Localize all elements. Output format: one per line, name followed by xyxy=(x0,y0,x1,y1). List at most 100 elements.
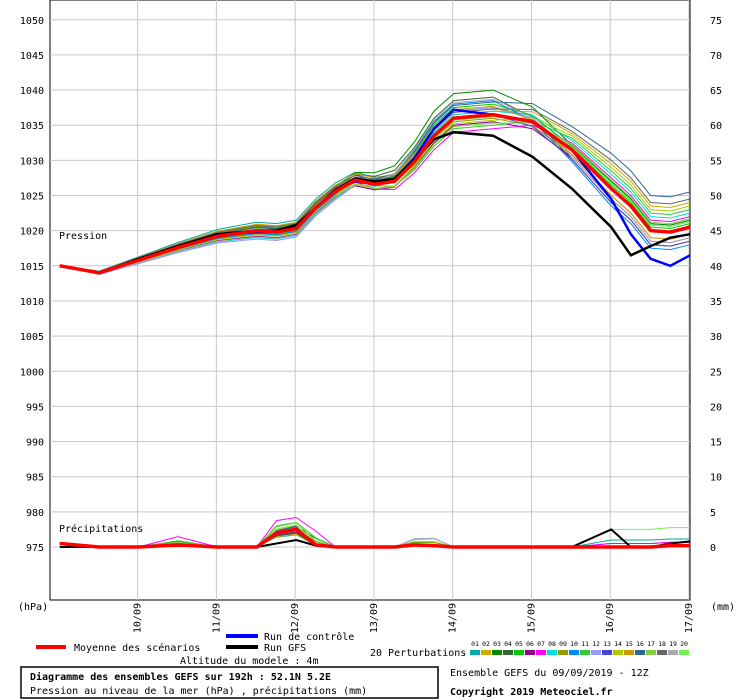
left-tick-label: 1030 xyxy=(20,156,44,167)
footer-run: Ensemble GEFS du 09/09/2019 - 12Z xyxy=(450,668,649,679)
left-axis-unit: (hPa) xyxy=(18,602,48,613)
footer-title: Diagramme des ensembles GEFS sur 192h : … xyxy=(30,671,331,683)
pert-legend-label: 05 xyxy=(515,640,523,648)
right-tick-label: 15 xyxy=(710,438,722,449)
left-tick-label: 1005 xyxy=(20,332,44,343)
footer-box xyxy=(20,666,439,699)
left-tick-label: 1045 xyxy=(20,51,44,62)
right-tick-label: 55 xyxy=(710,156,722,167)
pert-legend-label: 16 xyxy=(636,640,644,648)
right-tick-label: 30 xyxy=(710,332,722,343)
pert-legend-swatch xyxy=(525,650,535,655)
pert-legend-label: 19 xyxy=(669,640,677,648)
x-tick-label: 15/09 xyxy=(526,603,537,633)
left-tick-label: 1015 xyxy=(20,262,44,273)
pert-legend-label: 13 xyxy=(603,640,611,648)
series-lines xyxy=(59,89,691,549)
pressure-annotation: Pression xyxy=(59,231,107,242)
pert-legend-label: 20 xyxy=(680,640,688,648)
pert-legend-swatch xyxy=(558,650,568,655)
pert-legend-swatch xyxy=(492,650,502,655)
pert-legend-label: 08 xyxy=(548,640,556,648)
pert-legend-swatch xyxy=(679,650,689,655)
left-tick-label: 1050 xyxy=(20,16,44,27)
grid xyxy=(49,0,691,601)
pert-legend-swatch xyxy=(624,650,634,655)
right-tick-label: 5 xyxy=(710,508,716,519)
pert-legend-swatch xyxy=(613,650,623,655)
right-tick-label: 10 xyxy=(710,473,722,484)
pert-legend-label: 12 xyxy=(592,640,600,648)
left-tick-label: 995 xyxy=(26,402,44,413)
left-tick-label: 975 xyxy=(26,543,44,554)
pert-legend-label: 18 xyxy=(658,640,666,648)
pert-legend-swatch xyxy=(657,650,667,655)
right-axis-unit: (mm) xyxy=(711,602,735,613)
x-tick-label: 14/09 xyxy=(448,603,459,633)
right-tick-label: 60 xyxy=(710,121,722,132)
left-tick-label: 1020 xyxy=(20,227,44,238)
pert-legend-label: 10 xyxy=(570,640,578,648)
right-tick-label: 50 xyxy=(710,192,722,203)
left-tick-label: 980 xyxy=(26,508,44,519)
x-tick-label: 10/09 xyxy=(133,603,144,633)
left-tick-label: 1035 xyxy=(20,121,44,132)
right-tick-label: 45 xyxy=(710,227,722,238)
pert-legend-swatch xyxy=(536,650,546,655)
pert-legend-swatch xyxy=(481,650,491,655)
left-tick-label: 1000 xyxy=(20,367,44,378)
altitude-label: Altitude du modele : 4m xyxy=(180,656,318,667)
pert-legend-swatch xyxy=(569,650,579,655)
precip-annotation: Précipitations xyxy=(59,523,143,535)
pert-legend-label: 17 xyxy=(647,640,655,648)
x-tick-label: 12/09 xyxy=(290,603,301,633)
perturbation-swatches: 01 02 03 04 05 06 07 08 09 10 11 12 13 14 15 16 17 18 19 20 xyxy=(470,640,689,655)
pert-legend-label: 15 xyxy=(625,640,633,648)
left-tick-label: 990 xyxy=(26,438,44,449)
right-tick-label: 40 xyxy=(710,262,722,273)
pert-legend-swatch xyxy=(591,650,601,655)
mean-precip-line xyxy=(59,527,690,549)
perturbation-18-pressure xyxy=(59,108,691,273)
x-axis-ticks: 10/09 11/09 12/09 13/09 14/09 15/09 16/09 17/09 xyxy=(133,603,695,633)
perturbation-19-pressure xyxy=(59,98,691,275)
right-tick-label: 25 xyxy=(710,367,722,378)
pert-legend-swatch xyxy=(668,650,678,655)
left-axis-ticks: 1050 1045 1040 1035 1030 1025 1020 1015 1010 1005… xyxy=(20,16,44,554)
left-tick-label: 985 xyxy=(26,473,44,484)
right-tick-label: 70 xyxy=(710,51,722,62)
legend: Moyenne des scénarios Run de contrôle Ru… xyxy=(36,631,689,667)
pert-legend-label: 09 xyxy=(559,640,567,648)
plot-frame xyxy=(49,0,691,601)
legend-gfs-label: Run GFS xyxy=(264,643,306,654)
right-tick-label: 35 xyxy=(710,297,722,308)
left-tick-label: 1040 xyxy=(20,86,44,97)
pert-legend-swatch xyxy=(602,650,612,655)
left-tick-label: 1025 xyxy=(20,192,44,203)
pert-legend-swatch xyxy=(547,650,557,655)
x-tick-label: 13/09 xyxy=(369,603,380,633)
footer-copyright: Copyright 2019 Meteociel.fr xyxy=(450,686,613,698)
mean-pressure-line xyxy=(59,112,691,275)
legend-perturbations-label: 20 Perturbations xyxy=(370,648,466,659)
left-tick-label: 1010 xyxy=(20,297,44,308)
right-tick-label: 20 xyxy=(710,402,722,413)
pert-legend-swatch xyxy=(580,650,590,655)
perturbation-10-pressure xyxy=(59,100,691,274)
legend-mean-label: Moyenne des scénarios xyxy=(74,642,200,654)
pert-legend-swatch xyxy=(635,650,645,655)
pert-legend-label: 11 xyxy=(581,640,589,648)
x-tick-label: 11/09 xyxy=(211,603,222,633)
pert-legend-label: 14 xyxy=(614,640,622,648)
pert-legend-swatch xyxy=(514,650,524,655)
pert-legend-swatch xyxy=(470,650,480,655)
right-tick-label: 75 xyxy=(710,16,722,27)
pert-legend-label: 02 xyxy=(482,640,490,648)
right-tick-label: 0 xyxy=(710,543,716,554)
pert-legend-swatch xyxy=(646,650,656,655)
footer-subtitle: Pression au niveau de la mer (hPa) , pré… xyxy=(30,685,367,697)
pert-legend-label: 01 xyxy=(471,640,479,648)
pert-legend-label: 03 xyxy=(493,640,501,648)
